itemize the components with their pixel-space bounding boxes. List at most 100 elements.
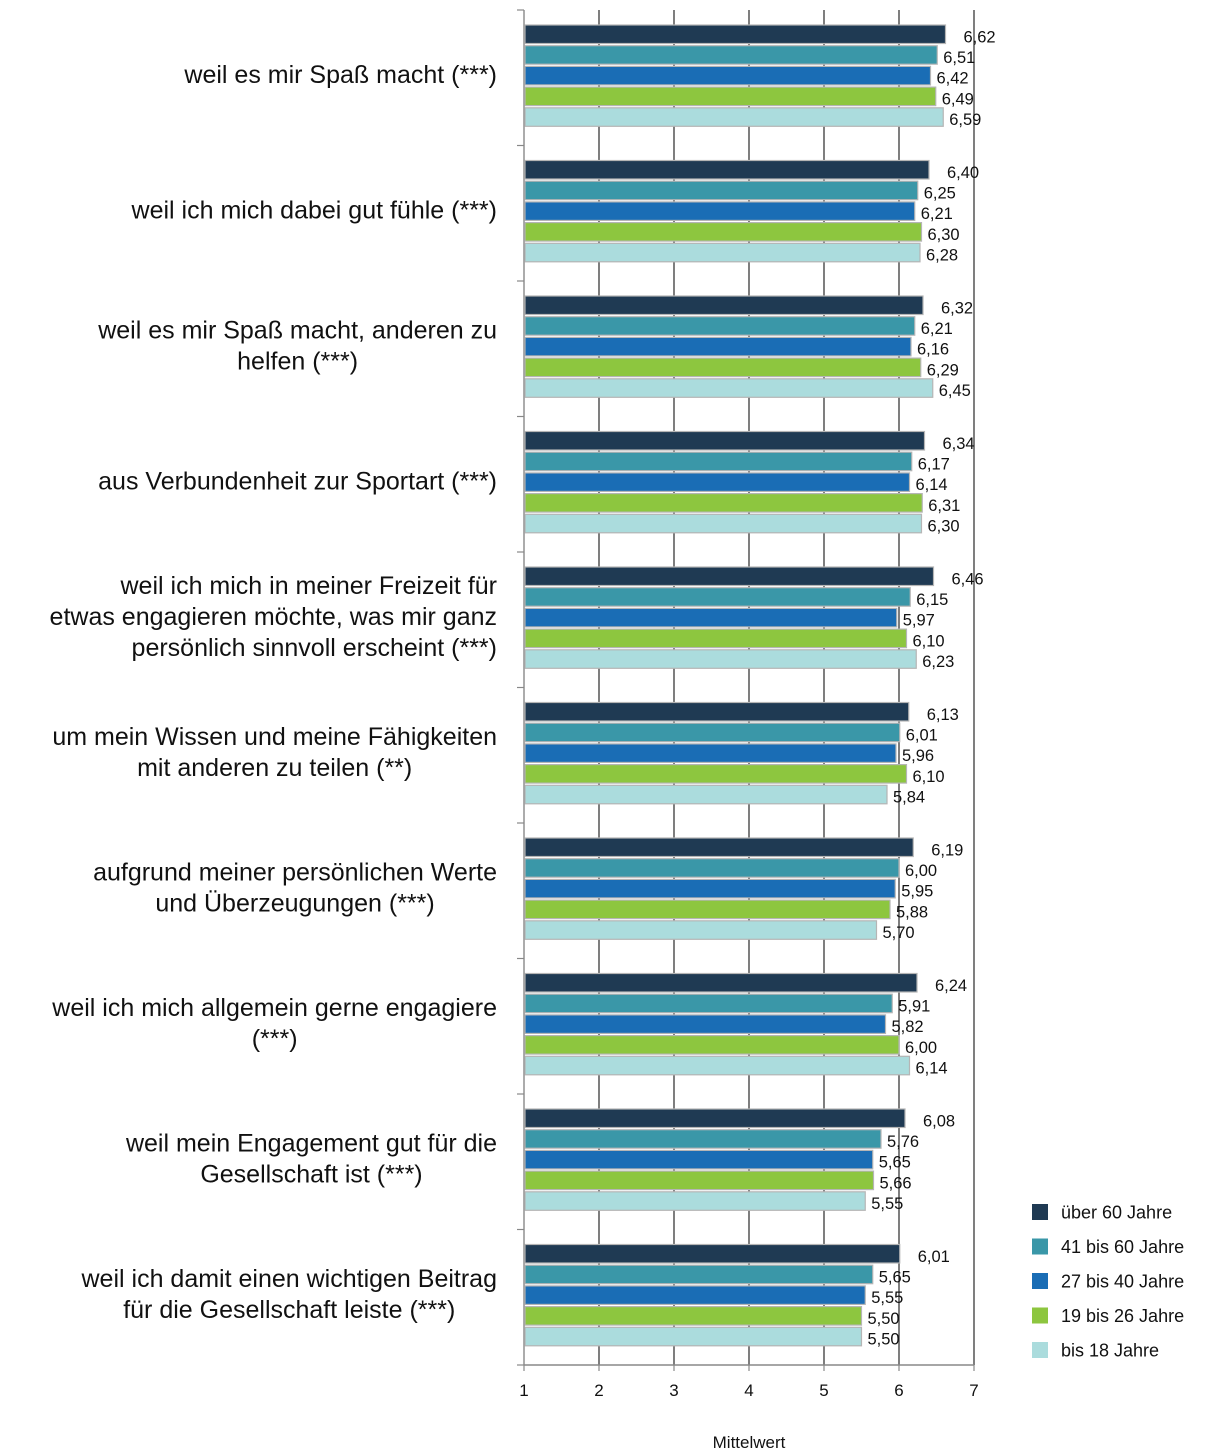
value-label: 6,14 <box>916 476 948 494</box>
value-label: 6,17 <box>918 455 950 473</box>
bar <box>524 1014 887 1035</box>
bar <box>524 24 947 45</box>
bars <box>524 24 947 1347</box>
value-label: 5,88 <box>896 903 928 921</box>
value-label: 5,70 <box>883 924 915 942</box>
bar <box>524 566 935 587</box>
category-label: mit anderen zu teilen (**) <box>137 754 412 782</box>
bar <box>524 649 917 669</box>
value-label: 6,00 <box>905 1039 937 1057</box>
value-label: 6,34 <box>943 435 975 453</box>
category-label: Gesellschaft ist (***) <box>200 1160 422 1188</box>
value-label: 5,65 <box>879 1154 911 1172</box>
legend-label: bis 18 Jahre <box>1061 1341 1159 1361</box>
bar <box>524 1170 875 1191</box>
bar <box>524 763 908 784</box>
bar <box>524 1264 874 1285</box>
bar <box>524 1285 866 1306</box>
value-label: 6,10 <box>913 632 945 650</box>
category-label: aus Verbundenheit zur Sportart (***) <box>98 467 497 495</box>
value-label: 6,21 <box>921 205 953 223</box>
category-label: aufgrund meiner persönlichen Werte <box>93 858 497 886</box>
legend-swatch <box>1032 1342 1048 1358</box>
value-label: 6,00 <box>905 862 937 880</box>
bar <box>524 65 932 86</box>
category-label: etwas engagieren möchte, was mir ganz <box>50 603 497 631</box>
bar <box>524 743 897 764</box>
x-tick-label-5: 5 <box>819 1381 828 1400</box>
value-label: 6,01 <box>906 726 938 744</box>
value-label: 6,10 <box>913 768 945 786</box>
category-label: weil ich damit einen wichtigen Beitrag <box>81 1265 498 1293</box>
legend-label: über 60 Jahre <box>1061 1203 1172 1223</box>
bar <box>524 701 910 722</box>
value-label: 6,51 <box>943 49 975 67</box>
legend-label: 19 bis 26 Jahre <box>1061 1306 1184 1326</box>
bar <box>524 316 916 336</box>
bar <box>524 430 926 451</box>
value-label: 6,21 <box>921 320 953 338</box>
bar <box>524 607 898 628</box>
bar <box>524 1305 863 1326</box>
category-label: helfen (***) <box>237 347 358 375</box>
bar <box>524 1129 882 1149</box>
value-label: 6,29 <box>927 361 959 379</box>
legend-swatch <box>1032 1238 1048 1255</box>
bar <box>524 628 908 649</box>
bar <box>524 993 893 1014</box>
value-label: 6,40 <box>947 164 979 182</box>
bar <box>524 242 921 263</box>
value-label: 6,30 <box>928 226 960 244</box>
value-label: 6,16 <box>917 341 949 359</box>
value-label: 6,42 <box>937 70 969 88</box>
bar <box>524 1108 906 1129</box>
value-label: 6,19 <box>931 841 963 859</box>
bar <box>524 493 923 513</box>
value-label: 6,62 <box>964 28 996 46</box>
value-label: 5,96 <box>902 747 934 765</box>
category-labels: weil es mir Spaß macht (***) weil ich mic… <box>50 61 497 1324</box>
bar <box>524 1149 874 1170</box>
x-tick-label-1: 1 <box>519 1381 528 1400</box>
bar <box>524 1326 863 1347</box>
x-axis-title: Mittelwert <box>713 1433 786 1452</box>
category-label: (***) <box>252 1025 298 1053</box>
x-tick-label-3: 3 <box>669 1381 678 1400</box>
bar <box>524 45 938 65</box>
legend-swatch <box>1032 1307 1048 1324</box>
value-label: 5,50 <box>868 1310 900 1328</box>
category-label: persönlich sinnvoll erscheint (***) <box>132 634 497 662</box>
value-label: 5,82 <box>892 1018 924 1036</box>
value-label: 6,30 <box>928 518 960 536</box>
x-tick-label-7: 7 <box>969 1381 978 1400</box>
bar <box>524 451 913 472</box>
category-label: für die Gesellschaft leiste (***) <box>123 1296 455 1324</box>
bar <box>524 1191 866 1211</box>
bar <box>524 972 918 993</box>
bar <box>524 837 914 858</box>
legend-swatch <box>1032 1204 1048 1220</box>
value-label: 6,08 <box>923 1112 955 1130</box>
category-label: und Überzeugungen (***) <box>155 889 434 917</box>
value-label: 6,32 <box>941 299 973 317</box>
value-label: 5,91 <box>898 997 930 1015</box>
value-label: 5,95 <box>901 883 933 901</box>
x-tick-label-2: 2 <box>594 1381 603 1400</box>
bar <box>524 295 924 316</box>
legend-swatch <box>1032 1273 1048 1289</box>
value-label: 6,45 <box>939 382 971 400</box>
value-label: 5,76 <box>887 1133 919 1151</box>
x-tick-labels: 1 2 3 4 5 6 7 <box>519 1381 978 1400</box>
bar <box>524 1243 901 1264</box>
legend-label: 41 bis 60 Jahre <box>1061 1237 1184 1257</box>
category-label: weil es mir Spaß macht (***) <box>183 61 497 89</box>
value-label: 5,66 <box>880 1174 912 1192</box>
bar <box>524 336 912 357</box>
value-label: 6,49 <box>942 90 974 108</box>
bar <box>524 107 944 127</box>
category-label: weil mein Engagement gut für die <box>125 1129 497 1157</box>
axes <box>517 9 975 1371</box>
value-label: 6,01 <box>918 1248 950 1266</box>
